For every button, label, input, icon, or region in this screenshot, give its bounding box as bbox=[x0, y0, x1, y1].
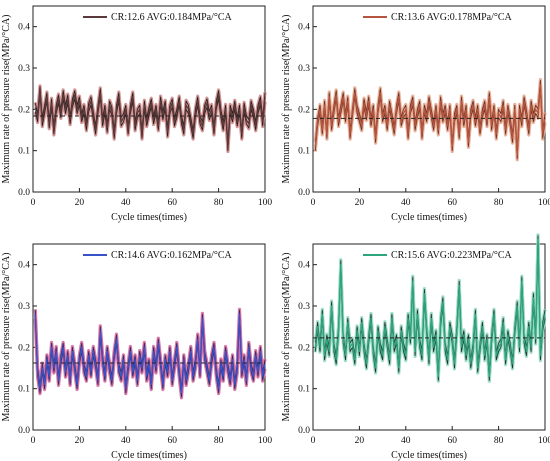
y-tick-label: 0.3 bbox=[298, 302, 310, 312]
x-axis-label: Cycle times(times) bbox=[391, 212, 467, 223]
x-tick-label: 60 bbox=[447, 436, 457, 446]
x-tick-label: 20 bbox=[355, 436, 365, 446]
x-tick-label: 40 bbox=[401, 198, 411, 208]
y-tick-label: 0.1 bbox=[298, 147, 310, 157]
x-tick-label: 0 bbox=[31, 436, 36, 446]
plot-frame bbox=[32, 243, 266, 431]
x-tick-label: 100 bbox=[258, 436, 273, 446]
series-line bbox=[314, 83, 546, 156]
chart-panel-4: 0 20 40 60 80 100 0.0 0.1 0.2 0.3 0.4 Cycle times(t… bbox=[281, 233, 550, 461]
y-tick-label: 0.4 bbox=[298, 261, 310, 271]
y-tick-label: 0.1 bbox=[18, 147, 30, 157]
x-axis-label: Cycle times(times) bbox=[111, 212, 187, 223]
x-tick-label: 20 bbox=[75, 436, 85, 446]
x-tick-label: 0 bbox=[311, 436, 316, 446]
series-line bbox=[314, 239, 546, 377]
x-tick-label: 80 bbox=[214, 198, 224, 208]
y-tick-label: 0.3 bbox=[18, 64, 30, 74]
series-line bbox=[34, 90, 266, 148]
x-tick-label: 100 bbox=[538, 436, 550, 446]
y-tick-label: 0.0 bbox=[18, 188, 30, 198]
y-tick-label: 0.3 bbox=[298, 64, 310, 74]
y-tick-label: 0.2 bbox=[298, 105, 310, 115]
x-tick-label: 80 bbox=[494, 198, 504, 208]
x-tick-label: 60 bbox=[447, 198, 457, 208]
y-tick-label: 0.2 bbox=[18, 343, 30, 353]
x-tick-label: 80 bbox=[494, 436, 504, 446]
y-tick-label: 0.1 bbox=[298, 385, 310, 395]
legend-label: CR:14.6 AVG:0.162MPa/°CA bbox=[111, 250, 233, 261]
y-tick-label: 0.4 bbox=[18, 261, 30, 271]
chart-panel-3: 0 20 40 60 80 100 0.0 0.1 0.2 0.3 0.4 Cycle times(t… bbox=[1, 243, 273, 461]
y-tick-label: 0.0 bbox=[298, 426, 310, 436]
y-tick-label: 0.2 bbox=[18, 105, 30, 115]
y-tick-label: 0.0 bbox=[18, 426, 30, 436]
x-tick-label: 40 bbox=[121, 198, 131, 208]
y-tick-label: 0.4 bbox=[298, 23, 310, 33]
x-tick-label: 60 bbox=[167, 436, 177, 446]
x-tick-label: 0 bbox=[31, 198, 36, 208]
y-axis-label: Maximum rate of pressure rise(MPa/°CA) bbox=[1, 15, 12, 184]
y-tick-label: 0.3 bbox=[18, 302, 30, 312]
y-tick-label: 0.0 bbox=[298, 188, 310, 198]
legend-label: CR:13.6 AVG:0.178MPa/°CA bbox=[391, 12, 513, 23]
legend-label: CR:15.6 AVG:0.223MPa/°CA bbox=[391, 250, 513, 261]
y-axis-label: Maximum rate of pressure rise(MPa/°CA) bbox=[281, 253, 292, 422]
y-tick-label: 0.2 bbox=[298, 343, 310, 353]
legend-label: CR:12.6 AVG:0.184MPa/°CA bbox=[111, 12, 233, 23]
x-tick-label: 20 bbox=[355, 198, 365, 208]
plot-frame bbox=[312, 5, 546, 193]
series-line bbox=[34, 313, 266, 394]
x-axis-label: Cycle times(times) bbox=[111, 450, 187, 461]
x-tick-label: 20 bbox=[75, 198, 85, 208]
chart-panel-1: 0 20 40 60 80 100 0.0 0.1 0.2 0.3 0.4 Cycle times(t… bbox=[1, 5, 273, 223]
x-tick-label: 80 bbox=[214, 436, 224, 446]
x-tick-label: 0 bbox=[311, 198, 316, 208]
x-axis-label: Cycle times(times) bbox=[391, 450, 467, 461]
y-axis-label: Maximum rate of pressure rise(MPa/°CA) bbox=[281, 15, 292, 184]
x-tick-label: 40 bbox=[401, 436, 411, 446]
chart-panel-2: 0 20 40 60 80 100 0.0 0.1 0.2 0.3 0.4 Cycle times(t… bbox=[281, 5, 550, 223]
y-axis-label: Maximum rate of pressure rise(MPa/°CA) bbox=[1, 253, 12, 422]
x-tick-label: 60 bbox=[167, 198, 177, 208]
y-tick-label: 0.1 bbox=[18, 385, 30, 395]
x-tick-label: 100 bbox=[538, 198, 550, 208]
plot-frame bbox=[312, 243, 546, 431]
y-tick-label: 0.4 bbox=[18, 23, 30, 33]
x-tick-label: 40 bbox=[121, 436, 131, 446]
x-tick-label: 100 bbox=[258, 198, 273, 208]
